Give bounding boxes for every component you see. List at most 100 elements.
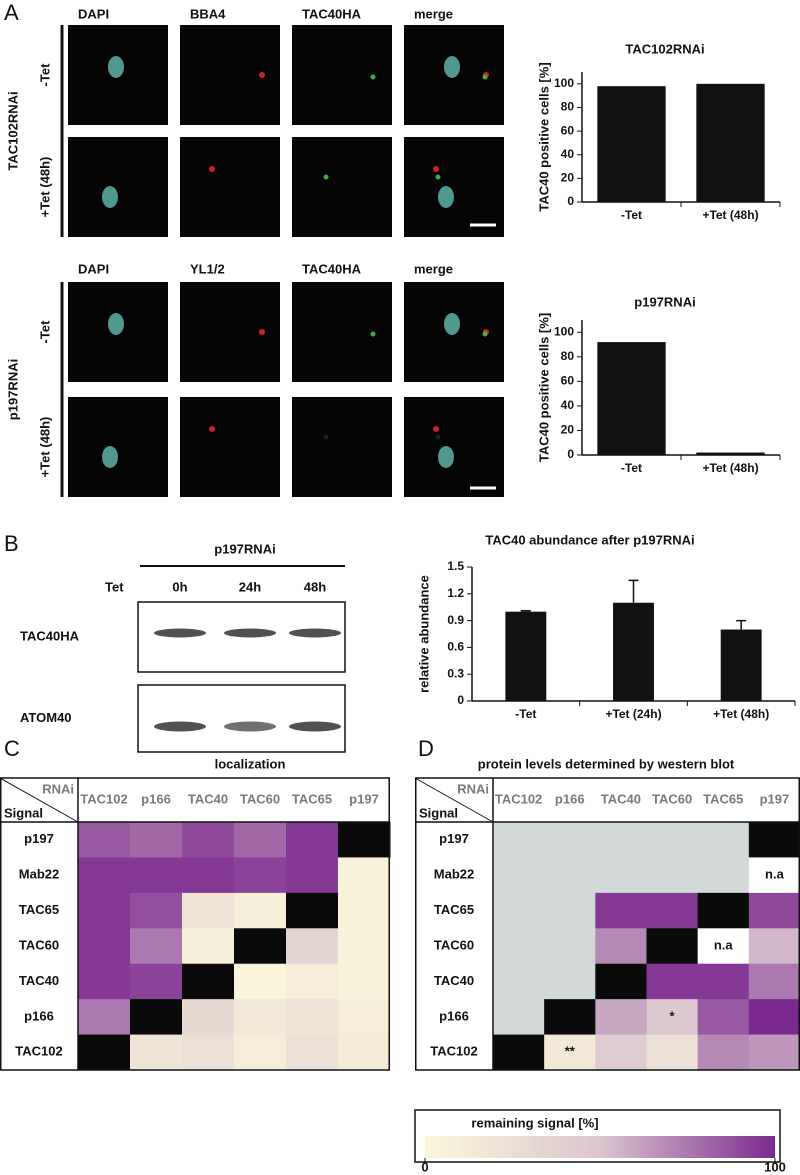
panel-label: B [4,531,19,556]
y-tick-label: 0 [457,693,464,707]
y-tick-label: 0 [567,194,574,208]
nucleus [102,446,118,468]
micrograph [292,282,392,382]
nucleus [438,186,454,208]
nucleus [444,56,460,78]
chart-title: protein levels determined by western blo… [478,756,735,771]
bar [696,83,765,202]
heat-cell [595,892,647,929]
heat-cell [595,1034,647,1071]
band [154,721,206,732]
row-label: TAC60 [19,937,59,952]
heat-cell [338,892,391,929]
heat-cell [130,822,183,858]
heat-cell [697,928,750,965]
col-header: RNAi [42,781,74,796]
heat-cell [78,999,131,1036]
group-label: TAC102RNAi [5,91,20,170]
heat-cell [544,822,596,858]
heat-cell [493,857,545,894]
signal-red [433,166,439,172]
heat-cell [595,963,647,1000]
nucleus [438,446,454,468]
signal-green [323,174,329,180]
y-tick-label: 20 [561,171,575,185]
signal-green [370,74,376,80]
col-label: TAC60 [240,791,280,806]
col-label: TAC40 [188,791,228,806]
heat-cell [130,963,183,1000]
row-header: Signal [4,805,43,820]
heat-cell [286,963,339,1000]
heat-cell [595,822,647,858]
y-tick-label: 0.9 [447,613,464,627]
row-label: p197 [439,831,469,846]
heat-cell [748,822,800,858]
heat-cell [493,822,545,858]
nucleus [108,56,124,78]
heat-cell [646,892,699,929]
heat-cell [338,999,391,1036]
x-tick-label: +Tet (48h) [702,208,758,222]
heat-cell [338,928,391,965]
panel-label: C [4,736,20,761]
row-label: p166 [439,1008,469,1023]
heat-cell [697,857,750,894]
heat-cell [234,857,287,894]
signal-red [209,426,215,432]
y-tick-label: 1.2 [447,586,464,600]
nucleus [102,186,118,208]
heat-cell [493,892,545,929]
heat-cell [748,928,800,965]
heat-cell [748,1034,800,1071]
col-label: TAC65 [703,791,743,806]
band [154,628,206,638]
channel-label: merge [414,261,453,276]
heat-cell [338,1034,391,1071]
chart-title: TAC102RNAi [625,41,704,56]
y-tick-label: 0.3 [447,666,464,680]
colorbar-label: remaining signal [%] [471,1115,598,1130]
heat-cell [338,822,391,858]
chart-title: TAC40 abundance after p197RNAi [485,532,694,547]
row-label: p197 [24,831,54,846]
heat-cell [544,963,596,1000]
col-label: TAC102 [495,791,542,806]
x-tick-label: +Tet (24h) [605,707,661,721]
bar [696,452,765,455]
heat-cell [697,963,750,1000]
row-label: Mab22 [19,867,59,882]
heat-cell [697,822,750,858]
heat-cell [544,1034,596,1071]
heat-cell [182,928,235,965]
col-label: p197 [349,791,379,806]
blot-row-label: Tet [105,579,124,594]
heat-cell [234,928,287,965]
lane-label: 24h [239,579,261,594]
y-tick-label: 40 [561,398,575,412]
cell-label: * [670,1008,676,1023]
heat-cell [338,963,391,1000]
micrograph [404,137,504,237]
heat-cell [182,999,235,1036]
condition-label: -Tet [37,63,52,87]
heat-cell [286,1034,339,1071]
colorbar-tick-label: 100 [764,1159,786,1174]
heat-cell [595,928,647,965]
heat-cell [338,857,391,894]
y-axis-label: TAC40 positive cells [%] [536,62,551,211]
row-label: TAC40 [19,973,59,988]
col-label: p197 [760,791,790,806]
heat-cell [493,963,545,1000]
heat-cell [697,892,750,929]
lane-label: 48h [304,579,326,594]
bar [613,602,654,701]
heat-cell [78,1034,131,1071]
bar [720,629,762,701]
col-label: TAC65 [292,791,332,806]
heat-cell [286,857,339,894]
row-label: TAC102 [15,1044,62,1059]
heat-cell [697,999,750,1036]
table-frame [0,777,390,1071]
